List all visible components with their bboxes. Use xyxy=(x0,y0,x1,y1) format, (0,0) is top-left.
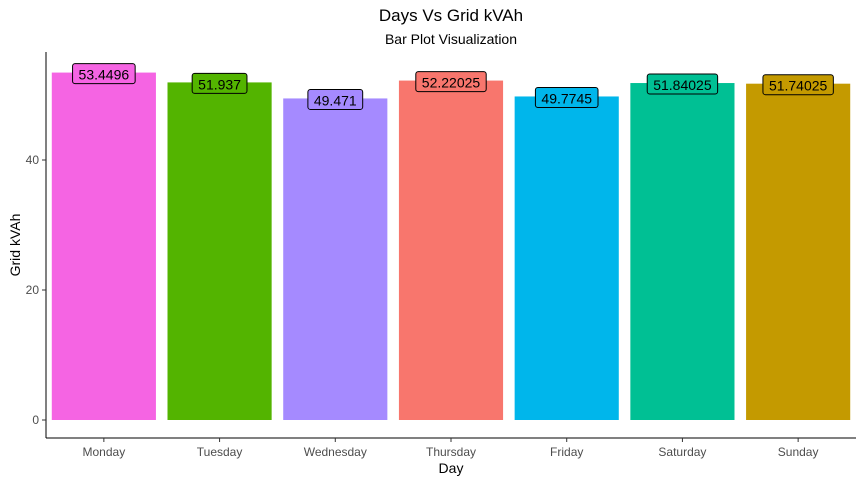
x-axis-title: Day xyxy=(439,460,464,476)
x-tick-label: Monday xyxy=(83,445,126,459)
x-tick-label: Sunday xyxy=(778,445,819,459)
bar-tuesday xyxy=(167,82,272,421)
data-label-box xyxy=(307,88,364,110)
data-label-thursday: 52.22025 xyxy=(415,71,487,93)
x-tick-label: Wednesday xyxy=(304,445,367,459)
data-label-friday: 49.7745 xyxy=(534,86,599,108)
data-label-text: 51.74025 xyxy=(769,78,828,94)
data-label-box xyxy=(646,73,719,95)
bar-sunday xyxy=(746,83,851,420)
bar-saturday xyxy=(630,83,735,420)
data-label-wednesday: 49.471 xyxy=(307,88,364,110)
data-label-box xyxy=(762,74,834,96)
data-label-monday: 53.4496 xyxy=(72,63,136,85)
y-tick-label: 20 xyxy=(26,283,40,297)
bars-layer xyxy=(51,72,851,421)
data-label-text: 51.937 xyxy=(198,76,241,92)
x-tick-label: Saturday xyxy=(658,445,706,459)
y-tick-label: 40 xyxy=(26,153,40,167)
data-label-text: 51.84025 xyxy=(653,77,712,93)
x-tick-label: Tuesday xyxy=(197,445,243,459)
data-label-box xyxy=(191,72,248,94)
bar-friday xyxy=(514,96,619,420)
data-label-box xyxy=(72,63,136,85)
x-ticks-layer: Monday Tuesday Wednesday Thursday Friday Satu… xyxy=(83,438,819,459)
chart-subtitle: Bar Plot Visualization xyxy=(384,31,518,47)
y-ticks-layer: 0 20 40 xyxy=(26,153,46,427)
data-label-tuesday: 51.937 xyxy=(191,72,248,94)
x-tick-label: Friday xyxy=(550,445,583,459)
data-label-sunday: 51.74025 xyxy=(762,74,834,96)
data-label-text: 49.7745 xyxy=(541,90,592,106)
bar-thursday xyxy=(398,80,504,421)
bar-monday xyxy=(51,72,156,420)
x-tick-label: Thursday xyxy=(426,445,476,459)
data-label-box xyxy=(415,71,487,93)
data-label-box xyxy=(534,86,599,108)
data-label-text: 49.471 xyxy=(314,92,357,108)
data-label-text: 53.4496 xyxy=(79,67,130,83)
data-label-saturday: 51.84025 xyxy=(646,73,719,95)
data-label-text: 52.22025 xyxy=(422,75,481,91)
y-axis-title: Grid kVAh xyxy=(7,214,23,277)
y-tick-label: 0 xyxy=(32,413,39,427)
data-labels-layer: 53.4496 51.937 49.471 52.22025 49.7745 51.840… xyxy=(72,63,834,110)
bar-wednesday xyxy=(283,98,388,420)
chart-title: Days Vs Grid kVAh xyxy=(378,6,524,25)
